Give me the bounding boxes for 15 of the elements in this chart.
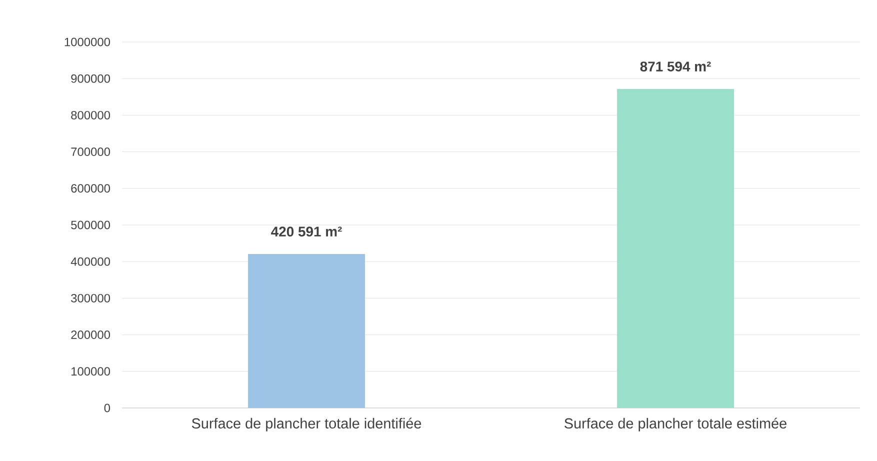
data-label: 871 594 m² bbox=[640, 62, 711, 72]
y-tick-label: 800000 bbox=[71, 110, 110, 120]
y-tick-label: 0 bbox=[104, 404, 110, 412]
y-tick-label: 200000 bbox=[71, 330, 110, 340]
x-tick-label: Surface de plancher totale identifiée bbox=[192, 418, 422, 432]
data-label: 420 591 m² bbox=[271, 226, 342, 237]
y-tick-label: 900000 bbox=[71, 74, 110, 83]
x-tick-label: Surface de plancher totale estimée bbox=[564, 418, 786, 432]
y-tick-label: 700000 bbox=[71, 148, 110, 156]
y-tick-label: 100000 bbox=[72, 367, 110, 376]
y-tick-label: 600000 bbox=[71, 184, 110, 193]
y-tick-label: 1000000 bbox=[64, 38, 110, 46]
y-tick-label: 400000 bbox=[70, 257, 110, 266]
y-tick-label: 500000 bbox=[71, 220, 110, 230]
y-tick-label: 300000 bbox=[71, 294, 110, 302]
